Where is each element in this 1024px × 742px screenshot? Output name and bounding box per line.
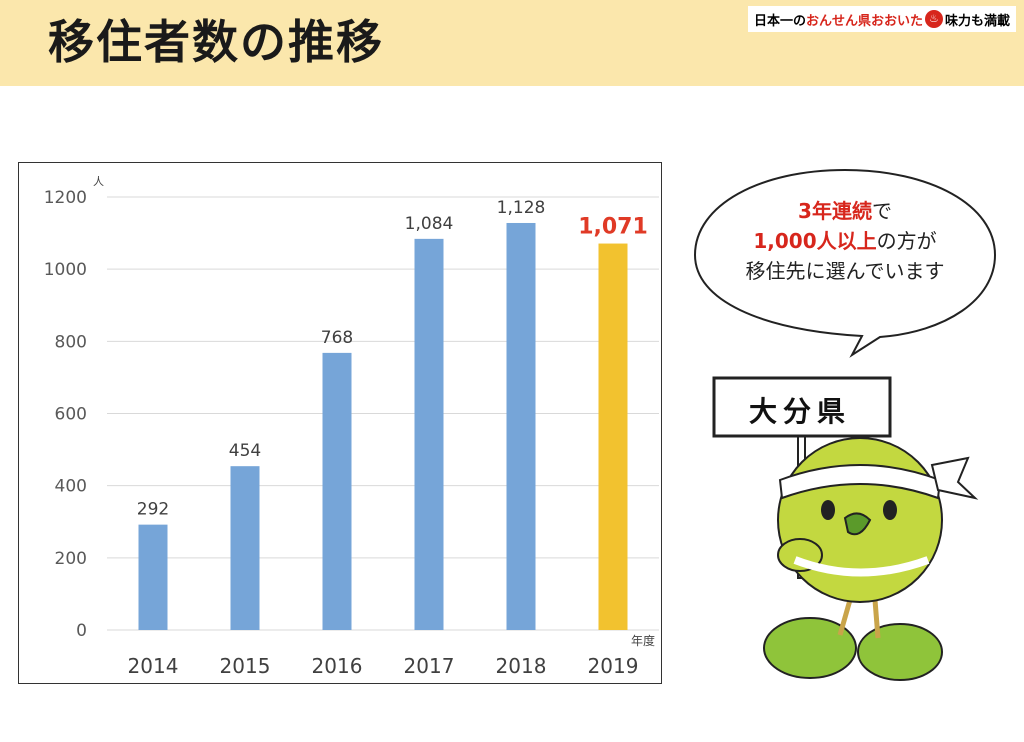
x-tick-label: 2019: [588, 654, 639, 678]
x-tick-label: 2015: [220, 654, 271, 678]
data-label: 1,071: [578, 215, 648, 240]
x-tick-label: 2014: [128, 654, 179, 678]
y-tick-label: 1000: [44, 260, 87, 280]
data-label: 1,128: [497, 198, 546, 218]
bubble-highlight-2: 1,000人以上: [753, 229, 877, 253]
bar-2016: [322, 352, 352, 630]
bar-2014: [138, 524, 168, 630]
bar-2017: [414, 238, 444, 630]
bubble-rest-2: の方が: [876, 229, 937, 253]
y-tick-label: 800: [55, 332, 87, 352]
mascot-illustration: [712, 376, 979, 681]
speech-bubble: 3年連続で 1,000人以上の方が 移住先に選んでいます: [690, 160, 1000, 360]
bubble-rest-1: で: [871, 199, 892, 223]
brand-text-2: おんせん県おおいた: [805, 13, 923, 29]
bar-chart: 0 200 400 600 800 1000 1200 人年度 292 2014 454 2015 76…: [44, 175, 659, 678]
brand-banner: 日本一の おんせん県おおいた ♨ 味力も満載: [747, 6, 1016, 32]
data-label: 454: [229, 441, 261, 461]
x-tick-label: 2017: [404, 654, 455, 678]
page-title: 移住者数の推移: [48, 15, 384, 69]
bubble-highlight-1: 3年連続: [798, 199, 872, 223]
bar-2019: [598, 243, 628, 631]
y-tick-label: 0: [76, 621, 87, 641]
data-label: 1,084: [405, 214, 454, 234]
y-tick-label: 600: [55, 405, 87, 425]
brand-text-3: 味力も満載: [944, 13, 1010, 29]
bar-2018: [506, 222, 536, 631]
y-tick-label: 400: [55, 477, 87, 497]
y-tick-label: 1200: [44, 188, 87, 208]
x-unit-label: 年度: [631, 633, 655, 648]
y-tick-label: 200: [55, 549, 87, 569]
data-label: 292: [137, 500, 169, 520]
bubble-text: 3年連続で 1,000人以上の方が 移住先に選んでいます: [690, 196, 1000, 286]
header-band: 移住者数の推移 日本一の おんせん県おおいた ♨ 味力も満載: [0, 0, 1024, 86]
brand-text-1: 日本一の: [753, 13, 806, 29]
x-tick-label: 2016: [312, 654, 363, 678]
x-tick-label: 2018: [496, 654, 547, 678]
chart-frame: 0 200 400 600 800 1000 1200 人年度 292 2014 454 2015 76…: [18, 162, 662, 684]
onsen-icon: ♨: [924, 10, 943, 28]
sign-text: 大分県: [748, 395, 851, 428]
data-label: 768: [321, 328, 353, 348]
bar-2015: [230, 466, 260, 630]
y-unit-label: 人: [93, 175, 104, 188]
bubble-line-3: 移住先に選んでいます: [745, 259, 945, 283]
